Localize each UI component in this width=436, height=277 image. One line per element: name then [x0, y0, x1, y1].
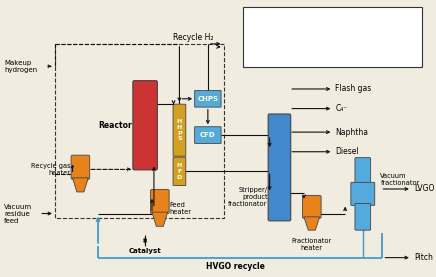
- FancyBboxPatch shape: [243, 7, 422, 67]
- Text: Feed
heater: Feed heater: [170, 202, 192, 215]
- Text: Vacuum
fractionator: Vacuum fractionator: [381, 173, 420, 186]
- Text: Recycle gas
heater: Recycle gas heater: [31, 163, 71, 176]
- Text: Flash gas: Flash gas: [335, 84, 371, 93]
- FancyBboxPatch shape: [150, 189, 169, 214]
- Text: H
F
D: H F D: [177, 163, 182, 180]
- Text: CFD: CFD: [200, 132, 216, 138]
- Text: HVGO recycle: HVGO recycle: [206, 261, 265, 271]
- Polygon shape: [72, 178, 88, 192]
- Polygon shape: [304, 217, 320, 230]
- Text: CHPS = cold separator: CHPS = cold separator: [247, 29, 319, 34]
- FancyBboxPatch shape: [194, 127, 221, 143]
- Text: Pitch: Pitch: [414, 253, 433, 262]
- Text: Naphtha: Naphtha: [335, 128, 368, 137]
- Text: Vacuum
residue
feed: Vacuum residue feed: [4, 204, 32, 224]
- Text: LVGO = light vacuum gas oil: LVGO = light vacuum gas oil: [247, 48, 337, 53]
- Text: Fractionator
heater: Fractionator heater: [292, 238, 332, 251]
- FancyBboxPatch shape: [71, 155, 90, 179]
- Text: Diesel: Diesel: [335, 147, 359, 156]
- FancyBboxPatch shape: [303, 195, 321, 218]
- Text: Makeup
hydrogen: Makeup hydrogen: [4, 60, 37, 73]
- Text: Reactor: Reactor: [99, 121, 133, 130]
- Polygon shape: [152, 212, 168, 226]
- Text: CFD = flash drum: CFD = flash drum: [247, 39, 303, 43]
- FancyBboxPatch shape: [355, 204, 371, 230]
- FancyBboxPatch shape: [351, 182, 375, 206]
- Text: Stripper/
product
fractionator: Stripper/ product fractionator: [228, 187, 268, 207]
- Text: Catalyst: Catalyst: [129, 248, 161, 254]
- Text: HFD = flash drum: HFD = flash drum: [247, 20, 303, 25]
- FancyBboxPatch shape: [355, 158, 371, 184]
- Text: HVGO = heavy vacuum gas oil: HVGO = heavy vacuum gas oil: [247, 57, 344, 62]
- Text: H
H
P
S: H H P S: [177, 119, 182, 141]
- FancyBboxPatch shape: [268, 114, 291, 221]
- Text: C₄⁻: C₄⁻: [335, 104, 347, 113]
- FancyBboxPatch shape: [194, 91, 221, 107]
- Text: CHPS: CHPS: [198, 96, 218, 102]
- FancyBboxPatch shape: [133, 81, 157, 170]
- FancyBboxPatch shape: [173, 157, 186, 186]
- Text: LVGO: LVGO: [414, 184, 434, 194]
- FancyBboxPatch shape: [173, 104, 186, 156]
- Text: Recycle H₂: Recycle H₂: [173, 33, 214, 42]
- Text: HHPS = hot separator: HHPS = hot separator: [247, 11, 316, 16]
